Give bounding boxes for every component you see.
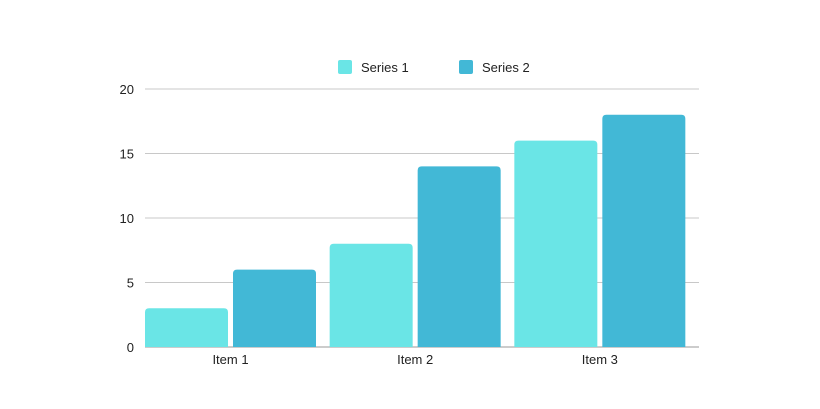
legend-label: Series 2 bbox=[482, 60, 530, 75]
bar-series-1-item-3 bbox=[514, 140, 598, 347]
y-tick-label: 10 bbox=[120, 211, 134, 226]
legend-item-series-2: Series 2 bbox=[459, 60, 530, 75]
bar-series-2-item-3 bbox=[602, 114, 686, 347]
x-tick-label: Item 2 bbox=[397, 352, 433, 367]
y-axis-ticks: 0 5 10 15 20 bbox=[120, 82, 134, 355]
legend: Series 1 Series 2 bbox=[338, 60, 530, 75]
x-tick-label: Item 1 bbox=[212, 352, 248, 367]
legend-swatch bbox=[459, 60, 473, 74]
y-tick-label: 15 bbox=[120, 147, 134, 162]
bar-series-2-item-1 bbox=[233, 269, 316, 347]
bar-series-1-item-1 bbox=[145, 308, 228, 347]
bars bbox=[145, 114, 686, 347]
bar-series-1-item-2 bbox=[329, 243, 413, 347]
y-tick-label: 0 bbox=[127, 340, 134, 355]
legend-item-series-1: Series 1 bbox=[338, 60, 409, 75]
y-tick-label: 5 bbox=[127, 276, 134, 291]
legend-label: Series 1 bbox=[361, 60, 409, 75]
x-tick-label: Item 3 bbox=[582, 352, 618, 367]
bar-series-2-item-2 bbox=[417, 166, 501, 347]
legend-swatch bbox=[338, 60, 352, 74]
x-axis-ticks: Item 1 Item 2 Item 3 bbox=[212, 352, 617, 367]
y-tick-label: 20 bbox=[120, 82, 134, 97]
